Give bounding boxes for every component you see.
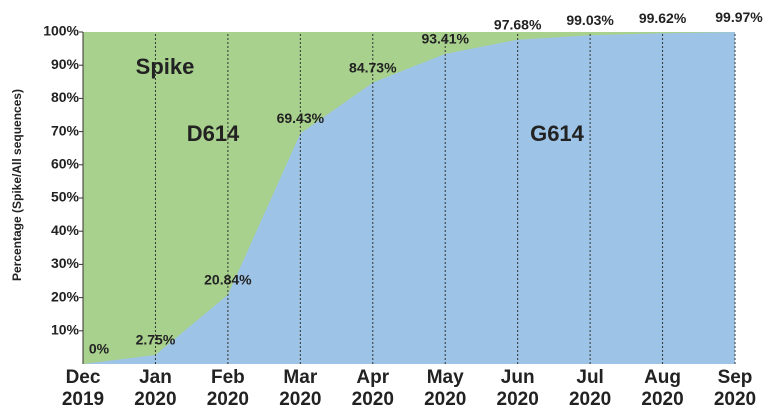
- area: [83, 32, 735, 364]
- data-label: 0%: [89, 341, 110, 357]
- x-tick-label: Jun 2020: [497, 367, 539, 410]
- data-label: 97.68%: [494, 16, 542, 32]
- y-tick-label: 70%: [51, 122, 80, 138]
- x-tick-label: May 2020: [424, 367, 466, 410]
- x-tick-label: Mar 2020: [279, 367, 321, 410]
- data-label: 69.43%: [277, 110, 325, 126]
- x-tick-label: Jul 2020: [569, 367, 611, 410]
- annotation: D614: [187, 121, 240, 146]
- x-tick-label: Apr 2020: [352, 367, 394, 410]
- data-label: 2.75%: [136, 332, 176, 348]
- y-axis-label: Percentage (Spike/All sequences): [10, 89, 24, 281]
- y-tick-label: 40%: [51, 222, 80, 238]
- x-tick-label: Sep 2020: [714, 367, 756, 410]
- y-tick-label: 10%: [51, 322, 80, 338]
- annotation: Spike: [136, 54, 195, 79]
- data-label: 20.84%: [204, 272, 252, 288]
- y-tick-label: 20%: [51, 288, 80, 304]
- y-tick-label: 80%: [51, 89, 80, 105]
- x-tick-label: Jan 2020: [134, 367, 176, 410]
- data-label: 84.73%: [349, 59, 397, 75]
- data-label: 99.62%: [639, 10, 687, 26]
- data-label: 93.41%: [421, 31, 469, 47]
- y-tick-label: 100%: [43, 23, 79, 39]
- data-label: 99.03%: [566, 12, 614, 28]
- y-tick-label: 30%: [51, 255, 80, 271]
- x-tick-label: Dec 2019: [62, 367, 104, 410]
- y-tick-label: 90%: [51, 56, 80, 72]
- y-tick-label: 60%: [51, 156, 80, 172]
- y-tick-label: 50%: [51, 189, 80, 205]
- x-tick-label: Feb 2020: [207, 367, 249, 410]
- annotation: G614: [530, 121, 585, 146]
- data-label: 99.97%: [715, 9, 763, 25]
- x-tick-label: Aug 2020: [641, 367, 683, 410]
